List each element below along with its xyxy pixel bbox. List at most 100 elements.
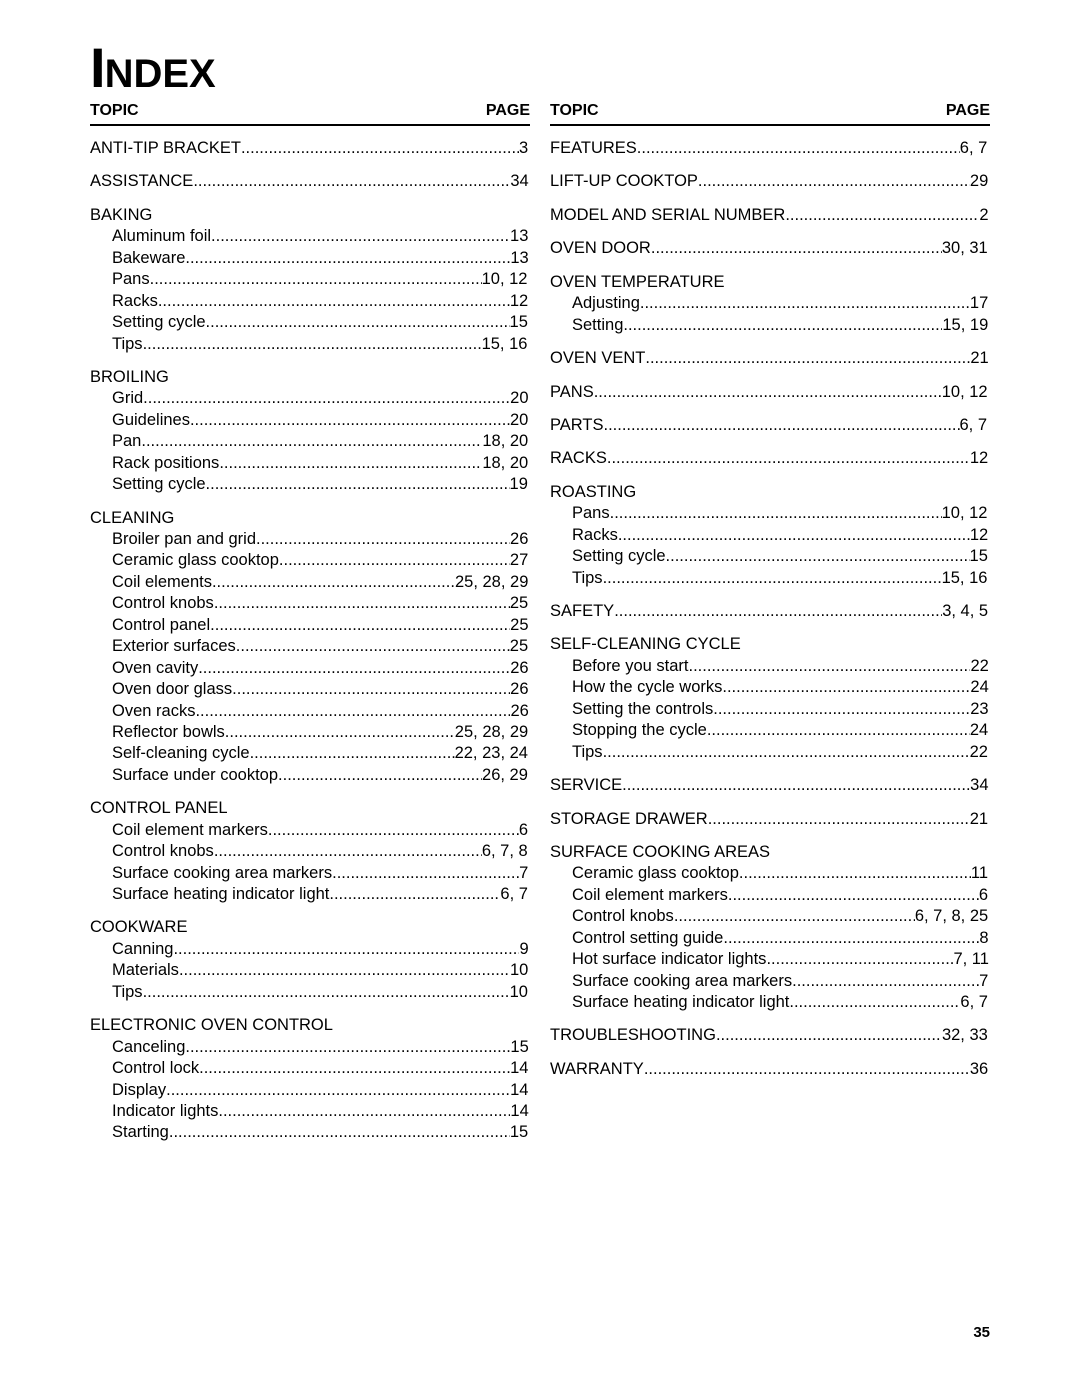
- leader-dots: ........................................…: [607, 448, 970, 469]
- entry-label: Control setting guide: [572, 929, 723, 947]
- index-subentry: Self-cleaning cycle.....................…: [90, 743, 530, 764]
- index-subentry: Tips....................................…: [90, 982, 530, 1003]
- entry-page: 15: [970, 547, 988, 565]
- entry-page: 19: [510, 475, 528, 493]
- index-entry: MODEL AND SERIAL NUMBER.................…: [550, 205, 990, 226]
- entry-page: 26, 29: [482, 766, 528, 784]
- index-subentry: Starting................................…: [90, 1122, 530, 1143]
- entry-label: Stopping the cycle: [572, 721, 707, 739]
- index-entry: FEATURES................................…: [550, 138, 990, 159]
- entry-label: SERVICE: [550, 776, 622, 794]
- leader-dots: ........................................…: [206, 312, 510, 333]
- entry-page: 21: [970, 349, 988, 367]
- leader-dots: ........................................…: [199, 1058, 510, 1079]
- index-entry: ANTI-TIP BRACKET........................…: [90, 138, 530, 159]
- entry-label: OVEN VENT: [550, 349, 645, 367]
- index-subentry: Canning.................................…: [90, 939, 530, 960]
- header-topic: TOPIC: [550, 102, 599, 120]
- entry-label: Self-cleaning cycle: [112, 744, 250, 762]
- entry-label: Pans: [112, 270, 150, 288]
- index-subentry: Before you start........................…: [550, 656, 990, 677]
- entry-label: SURFACE COOKING AREAS: [550, 843, 770, 861]
- index-subentry: Tips....................................…: [550, 742, 990, 763]
- entry-label: Canning: [112, 940, 173, 958]
- index-section-header: BAKING: [90, 205, 530, 226]
- index-subentry: Setting.................................…: [550, 315, 990, 336]
- entry-page: 8: [979, 929, 988, 947]
- entry-page: 21: [970, 810, 988, 828]
- entry-label: Ceramic glass cooktop: [572, 864, 739, 882]
- entry-label: Grid: [112, 389, 143, 407]
- entry-label: Tips: [112, 983, 143, 1001]
- leader-dots: ........................................…: [214, 593, 510, 614]
- index-subentry: Hot surface indicator lights............…: [550, 949, 990, 970]
- index-subentry: Bakeware................................…: [90, 248, 530, 269]
- leader-dots: ........................................…: [279, 550, 510, 571]
- entry-label: CONTROL PANEL: [90, 799, 228, 817]
- entry-label: Rack positions: [112, 454, 219, 472]
- leader-dots: ........................................…: [179, 960, 510, 981]
- entry-page: 15: [510, 1038, 528, 1056]
- entry-page: 7: [519, 864, 528, 882]
- entry-page: 25: [510, 637, 528, 655]
- index-entry: PANS....................................…: [550, 382, 990, 403]
- index-subentry: Surface cooking area markers............…: [90, 863, 530, 884]
- entry-page: 15, 19: [942, 316, 988, 334]
- entry-label: Adjusting: [572, 294, 640, 312]
- entry-label: ASSISTANCE: [90, 172, 193, 190]
- entry-page: 13: [510, 249, 528, 267]
- leader-dots: ........................................…: [268, 820, 519, 841]
- entry-label: BROILING: [90, 368, 169, 386]
- leader-dots: ........................................…: [211, 226, 510, 247]
- entry-page: 22, 23, 24: [455, 744, 528, 762]
- entry-label: Setting cycle: [112, 313, 206, 331]
- index-subentry: Surface cooking area markers............…: [550, 971, 990, 992]
- entry-label: Coil element markers: [572, 886, 728, 904]
- entry-label: Tips: [112, 335, 143, 353]
- entry-page: 7: [979, 972, 988, 990]
- leader-dots: ........................................…: [622, 775, 970, 796]
- leader-dots: ........................................…: [232, 679, 510, 700]
- index-subentry: How the cycle works.....................…: [550, 677, 990, 698]
- entry-label: Tips: [572, 743, 603, 761]
- leader-dots: ........................................…: [236, 636, 510, 657]
- entry-label: OVEN TEMPERATURE: [550, 273, 725, 291]
- entry-label: Setting the controls: [572, 700, 713, 718]
- leader-dots: ........................................…: [193, 171, 510, 192]
- leader-dots: ........................................…: [603, 568, 942, 589]
- leader-dots: ........................................…: [713, 699, 970, 720]
- leader-dots: ........................................…: [214, 841, 482, 862]
- index-subentry: Grid....................................…: [90, 388, 530, 409]
- entry-page: 7, 11: [953, 950, 988, 968]
- index-subentry: Aluminum foil...........................…: [90, 226, 530, 247]
- index-subentry: Control setting guide...................…: [550, 928, 990, 949]
- leader-dots: ........................................…: [190, 410, 510, 431]
- entry-page: 26: [510, 680, 528, 698]
- entry-label: LIFT-UP COOKTOP: [550, 172, 698, 190]
- index-subentry: Control lock............................…: [90, 1058, 530, 1079]
- entry-page: 14: [510, 1081, 528, 1099]
- entry-label: Surface cooking area markers: [572, 972, 792, 990]
- entry-page: 6, 7: [960, 416, 988, 434]
- entry-page: 22: [970, 657, 988, 675]
- index-entry: OVEN DOOR...............................…: [550, 238, 990, 259]
- index-subentry: Reflector bowls.........................…: [90, 722, 530, 743]
- entry-label: Control knobs: [572, 907, 674, 925]
- index-subentry: Exterior surfaces.......................…: [90, 636, 530, 657]
- leader-dots: ........................................…: [614, 601, 942, 622]
- index-subentry: Pans....................................…: [550, 503, 990, 524]
- leader-dots: ........................................…: [618, 525, 970, 546]
- entry-page: 6: [979, 886, 988, 904]
- entry-label: Pan: [112, 432, 141, 450]
- entry-page: 22: [970, 743, 988, 761]
- entry-label: How the cycle works: [572, 678, 722, 696]
- leader-dots: ........................................…: [143, 982, 510, 1003]
- entry-page: 25, 28, 29: [455, 573, 528, 591]
- index-subentry: Materials...............................…: [90, 960, 530, 981]
- entry-label: Racks: [112, 292, 158, 310]
- entry-page: 36: [970, 1060, 988, 1078]
- index-subentry: Setting cycle...........................…: [90, 474, 530, 495]
- index-subentry: Setting the controls....................…: [550, 699, 990, 720]
- index-subentry: Setting cycle...........................…: [90, 312, 530, 333]
- entry-page: 13: [510, 227, 528, 245]
